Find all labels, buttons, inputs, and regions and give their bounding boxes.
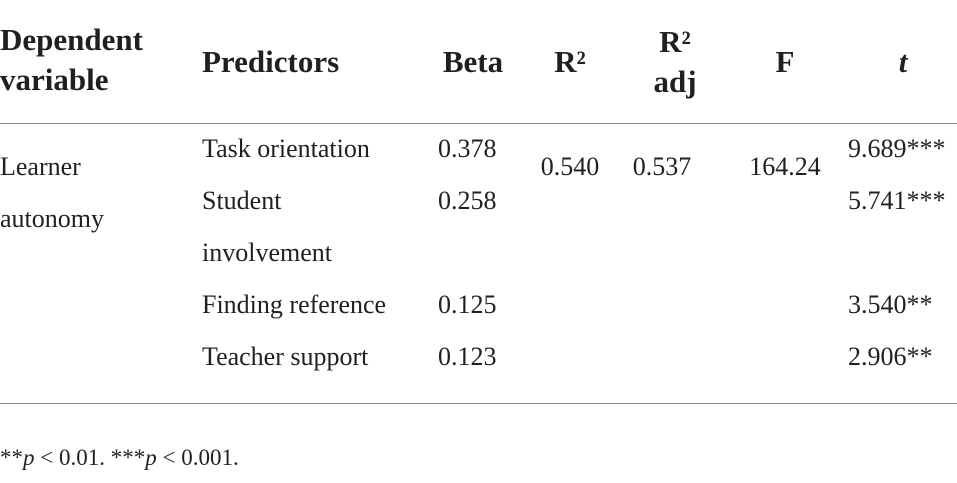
- bottom-rule: [0, 403, 957, 404]
- t-value: 9.689***: [848, 134, 946, 163]
- header-cell: R² adj: [653, 24, 697, 99]
- header-cell: R²: [554, 44, 586, 79]
- header-cell: Dependent variable: [0, 22, 143, 97]
- footnote-part: **: [0, 445, 23, 470]
- footnote: **p < 0.01. ***p < 0.001.: [0, 445, 239, 471]
- predictor: Teacher support: [202, 342, 369, 371]
- beta-value: 0.378: [438, 134, 497, 163]
- f-value: 164.24: [749, 152, 821, 181]
- footnote-part: p: [145, 445, 157, 470]
- r2-adj-value: 0.537: [632, 152, 692, 181]
- footnote-part: p: [23, 445, 35, 470]
- header-cell: Predictors: [202, 44, 340, 79]
- dependent-variable: Learner autonomy: [0, 152, 104, 233]
- predictor: Task orientation: [202, 134, 370, 163]
- footnote-part: < 0.01. ***: [34, 445, 146, 470]
- beta-value: 0.258: [438, 186, 497, 215]
- beta-value: 0.125: [438, 290, 497, 319]
- t-value: 5.741***: [848, 186, 946, 215]
- beta-value: 0.123: [438, 342, 497, 371]
- footnote-part: < 0.001.: [156, 445, 239, 470]
- predictor: Student involvement: [202, 186, 332, 267]
- header-cell: t: [898, 44, 908, 79]
- header-cell: F: [775, 44, 795, 79]
- header-cell: Beta: [442, 44, 504, 79]
- t-value: 3.540**: [848, 290, 933, 319]
- r2-value: 0.540: [540, 152, 600, 181]
- header-rule: [0, 123, 957, 124]
- predictor: Finding reference: [202, 290, 387, 319]
- t-value: 2.906**: [848, 342, 933, 371]
